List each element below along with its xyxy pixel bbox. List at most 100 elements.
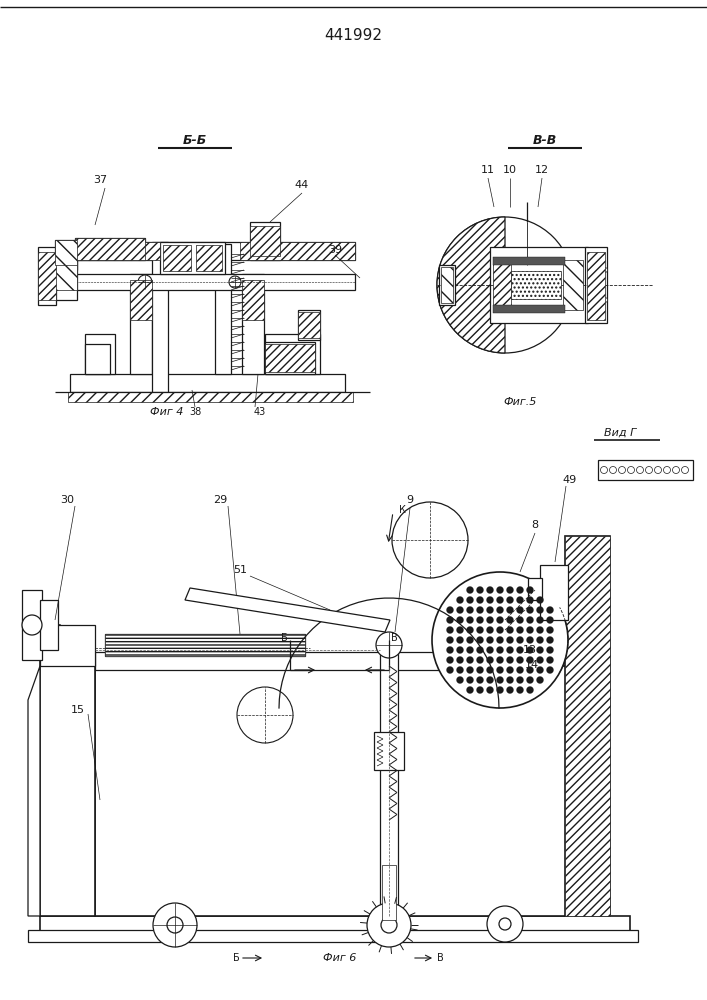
Bar [152, 242, 168, 392]
Circle shape [527, 637, 534, 644]
Text: 39: 39 [328, 245, 342, 255]
Text: Фиг.5: Фиг.5 [503, 397, 537, 407]
Circle shape [486, 637, 493, 644]
Circle shape [167, 917, 183, 933]
Circle shape [547, 666, 554, 674]
Text: 11: 11 [481, 165, 495, 175]
Bar [511, 271, 561, 299]
Text: 49: 49 [563, 475, 577, 485]
Text: 44: 44 [295, 180, 309, 190]
Text: 441992: 441992 [324, 27, 382, 42]
Circle shape [496, 586, 503, 593]
Circle shape [496, 686, 503, 694]
Circle shape [517, 626, 523, 634]
Bar [70, 274, 355, 290]
Circle shape [597, 267, 602, 272]
Circle shape [537, 616, 544, 624]
Circle shape [381, 917, 397, 933]
Circle shape [537, 656, 544, 664]
Wedge shape [437, 217, 505, 353]
Bar [130, 280, 152, 320]
Text: 10: 10 [503, 165, 517, 175]
Circle shape [600, 466, 607, 474]
Circle shape [517, 637, 523, 644]
Circle shape [447, 656, 453, 664]
Bar [68, 392, 353, 402]
Bar [22, 590, 42, 660]
Polygon shape [40, 625, 95, 666]
Circle shape [609, 466, 617, 474]
Bar [528, 578, 542, 600]
Text: 14: 14 [525, 660, 539, 670]
Text: 8: 8 [532, 520, 539, 530]
Circle shape [537, 626, 544, 634]
Circle shape [477, 666, 484, 674]
Circle shape [457, 647, 464, 654]
Text: 13: 13 [523, 645, 537, 655]
Bar [265, 342, 315, 374]
Circle shape [467, 647, 474, 654]
Circle shape [467, 616, 474, 624]
Circle shape [467, 586, 474, 593]
Bar [55, 240, 77, 270]
Bar [105, 634, 305, 656]
Circle shape [457, 626, 464, 634]
Circle shape [527, 626, 534, 634]
Circle shape [547, 616, 554, 624]
Circle shape [592, 298, 597, 302]
Circle shape [527, 586, 534, 593]
Circle shape [229, 276, 241, 288]
Circle shape [486, 676, 493, 684]
Circle shape [486, 596, 493, 603]
Bar [493, 260, 511, 310]
Bar [493, 305, 565, 313]
Circle shape [496, 656, 503, 664]
Circle shape [447, 616, 453, 624]
Bar [40, 600, 58, 650]
Circle shape [517, 686, 523, 694]
Bar [70, 242, 160, 260]
Bar [380, 651, 398, 916]
Bar [250, 226, 280, 256]
Circle shape [477, 647, 484, 654]
Circle shape [496, 606, 503, 613]
Circle shape [486, 586, 493, 593]
Circle shape [392, 502, 468, 578]
Bar [265, 334, 320, 374]
Bar [160, 242, 225, 274]
Circle shape [547, 637, 554, 644]
Bar [565, 536, 610, 916]
Circle shape [447, 666, 453, 674]
Circle shape [138, 275, 152, 289]
Text: Фиг 4: Фиг 4 [150, 407, 183, 417]
Circle shape [496, 647, 503, 654]
Circle shape [477, 676, 484, 684]
Circle shape [432, 572, 568, 708]
Bar [374, 732, 404, 770]
Circle shape [477, 637, 484, 644]
Circle shape [636, 466, 643, 474]
Circle shape [588, 267, 592, 272]
Text: 43: 43 [254, 407, 266, 417]
Polygon shape [40, 625, 95, 916]
Bar [585, 247, 607, 323]
Bar [298, 312, 320, 338]
Circle shape [447, 647, 453, 654]
Bar [40, 916, 630, 932]
Circle shape [467, 676, 474, 684]
Bar [55, 262, 77, 290]
Text: 51: 51 [233, 565, 247, 575]
Bar [95, 666, 605, 916]
Circle shape [527, 606, 534, 613]
Bar [598, 460, 693, 480]
Circle shape [597, 298, 602, 302]
Text: 9: 9 [407, 495, 414, 505]
Bar [240, 242, 355, 260]
Bar [242, 274, 264, 374]
Bar [55, 252, 77, 300]
Bar [105, 634, 305, 656]
Circle shape [506, 616, 513, 624]
Circle shape [467, 666, 474, 674]
Circle shape [547, 606, 554, 613]
Circle shape [506, 606, 513, 613]
